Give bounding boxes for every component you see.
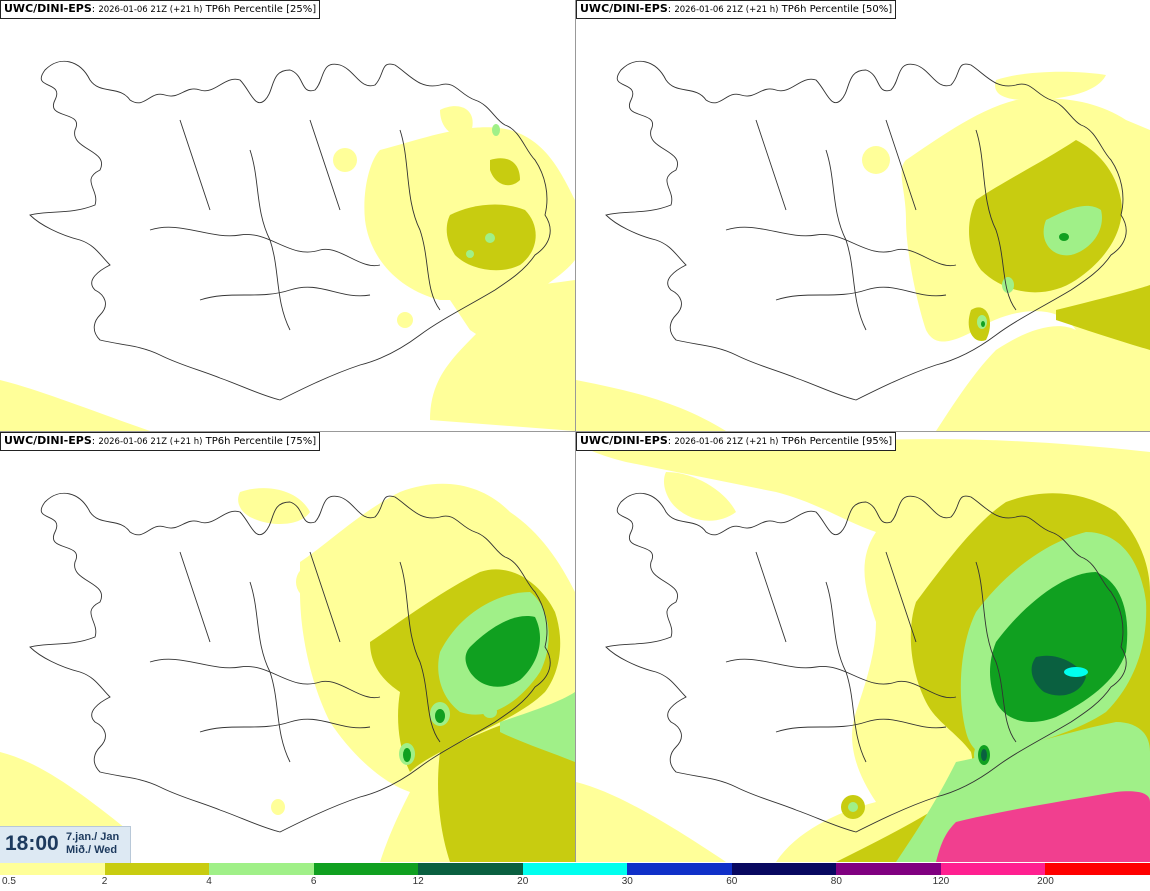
precip-field xyxy=(466,124,500,258)
product-name: TP6h Percentile xyxy=(205,436,283,447)
iceland-coastline xyxy=(29,492,551,833)
colorbar-cell xyxy=(836,863,941,875)
iceland-coastline xyxy=(29,60,551,401)
iceland-coastline xyxy=(605,492,1127,833)
colorbar-tick-label: 12 xyxy=(412,876,424,887)
precip-field xyxy=(981,233,1069,327)
colorbar-cell xyxy=(731,863,837,875)
colorbar-tick-label: 200 xyxy=(1037,876,1054,887)
precip-field xyxy=(968,140,1150,350)
map-panel-p75: UWC/DINI-EPS: 2026-01-06 21Z (+21 h) TP6… xyxy=(0,432,575,862)
map-panel-p50: UWC/DINI-EPS: 2026-01-06 21Z (+21 h) TP6… xyxy=(576,0,1150,431)
model-name: UWC/DINI-EPS xyxy=(4,2,92,15)
colorbar-cell xyxy=(418,863,523,875)
colorbar-tick-label: 2 xyxy=(101,876,108,887)
colorbar-cell xyxy=(0,863,105,875)
map-canvas xyxy=(576,439,1150,862)
colorbar-cell xyxy=(940,863,1046,875)
panel-divider-horizontal xyxy=(0,431,1150,432)
precip-field xyxy=(0,106,575,431)
product-name: TP6h Percentile xyxy=(781,4,859,15)
iceland-coastline xyxy=(605,60,1127,401)
panel-title: UWC/DINI-EPS: 2026-01-06 21Z (+21 h) TP6… xyxy=(576,0,897,19)
colorbar-tick-label: 60 xyxy=(726,876,738,887)
map-panel-p95: UWC/DINI-EPS: 2026-01-06 21Z (+21 h) TP6… xyxy=(576,432,1150,862)
colorbar-cell xyxy=(1045,863,1150,875)
valid-time: 18:00 xyxy=(5,832,59,855)
colorbar-cell xyxy=(522,863,628,875)
valid-time-box: 18:00 7.jan./ Jan Mið./ Wed xyxy=(0,826,131,863)
model-name: UWC/DINI-EPS xyxy=(580,434,668,447)
product-name: TP6h Percentile xyxy=(781,436,859,447)
valid-date: 7.jan./ Jan Mið./ Wed xyxy=(66,831,119,857)
panel-title: UWC/DINI-EPS: 2026-01-06 21Z (+21 h) TP6… xyxy=(576,432,897,451)
colorbar-tick-label: 4 xyxy=(206,876,212,887)
precip-field xyxy=(403,616,540,762)
precip-field xyxy=(1064,667,1088,677)
panel-title: UWC/DINI-EPS: 2026-01-06 21Z (+21 h) TP6… xyxy=(0,0,321,19)
colorbar-cell xyxy=(209,863,314,875)
percentile-label: [75%] xyxy=(286,436,317,447)
percentile-label: [95%] xyxy=(862,436,893,447)
map-canvas xyxy=(576,60,1150,431)
colorbar-tick-label: 20 xyxy=(517,876,529,887)
colorbar-tick-label: 30 xyxy=(621,876,633,887)
product-name: TP6h Percentile xyxy=(205,4,283,15)
run-info: 2026-01-06 21Z (+21 h) xyxy=(674,437,779,447)
percentile-label: [25%] xyxy=(286,4,317,15)
percentile-label: [50%] xyxy=(862,4,893,15)
colorbar-cell xyxy=(104,863,210,875)
precip-field xyxy=(981,655,1086,761)
run-info: 2026-01-06 21Z (+21 h) xyxy=(98,437,203,447)
colorbar-cell xyxy=(627,863,732,875)
colorbar-ticks: 0.5 2 4 6 12 20 30 60 80 120 200 xyxy=(0,876,1150,891)
colorbar-tick-label: 0.5 xyxy=(2,876,16,887)
colorbar-tick-label: 6 xyxy=(310,876,317,887)
colorbar-cell xyxy=(313,863,419,875)
valid-date-line1: 7.jan./ Jan xyxy=(66,831,120,843)
colorbar-tick-label: 120 xyxy=(932,876,950,887)
map-canvas xyxy=(0,60,575,431)
run-info: 2026-01-06 21Z (+21 h) xyxy=(98,5,203,15)
model-name: UWC/DINI-EPS xyxy=(580,2,668,15)
valid-date-line2: Mið./ Wed xyxy=(66,844,118,856)
colorbar xyxy=(0,863,1150,875)
run-info: 2026-01-06 21Z (+21 h) xyxy=(674,5,779,15)
model-name: UWC/DINI-EPS xyxy=(4,434,92,447)
panel-title: UWC/DINI-EPS: 2026-01-06 21Z (+21 h) TP6… xyxy=(0,432,321,451)
colorbar-tick-label: 80 xyxy=(830,876,842,887)
precip-field xyxy=(936,791,1150,862)
map-panel-p25: UWC/DINI-EPS: 2026-01-06 21Z (+21 h) TP6… xyxy=(0,0,575,431)
map-canvas xyxy=(0,483,575,862)
